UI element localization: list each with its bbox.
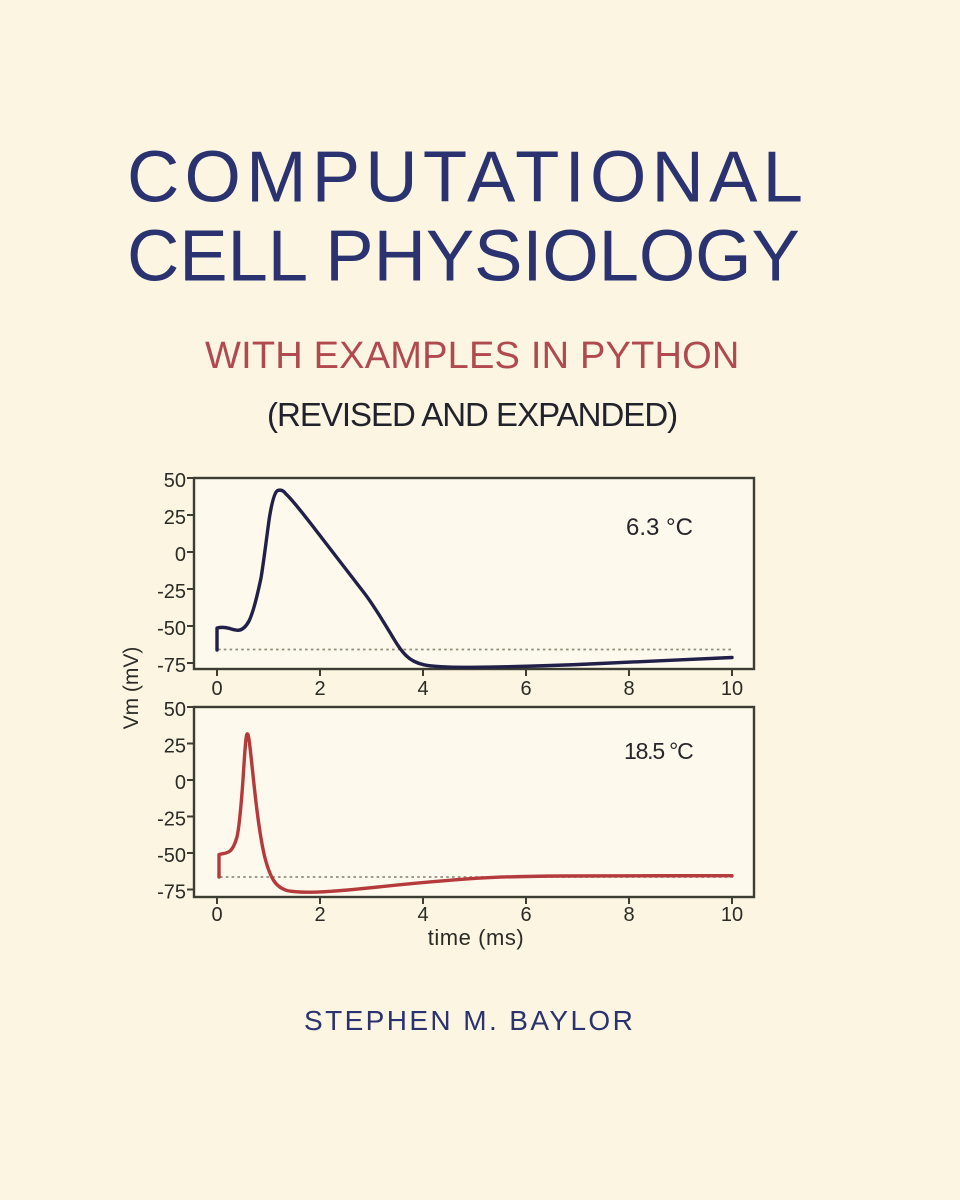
svg-text:0: 0 xyxy=(211,904,222,926)
svg-text:-75: -75 xyxy=(157,655,186,677)
svg-text:2: 2 xyxy=(314,904,325,926)
svg-text:4: 4 xyxy=(417,904,428,926)
svg-text:8: 8 xyxy=(623,678,634,700)
svg-text:6.3 °C: 6.3 °C xyxy=(626,514,693,541)
svg-text:STEPHEN M. BAYLOR: STEPHEN M. BAYLOR xyxy=(304,1005,635,1036)
svg-text:10: 10 xyxy=(721,904,743,926)
svg-text:-50: -50 xyxy=(157,618,186,640)
svg-text:0: 0 xyxy=(211,678,222,700)
svg-text:CELL PHYSIOLOGY: CELL PHYSIOLOGY xyxy=(127,216,800,297)
svg-text:(REVISED AND EXPANDED): (REVISED AND EXPANDED) xyxy=(267,396,677,433)
svg-text:time (ms): time (ms) xyxy=(428,925,525,950)
svg-text:10: 10 xyxy=(721,678,743,700)
svg-text:Vm (mV): Vm (mV) xyxy=(120,647,143,730)
svg-text:0: 0 xyxy=(175,772,186,794)
svg-text:4: 4 xyxy=(417,678,428,700)
svg-text:6: 6 xyxy=(520,678,531,700)
svg-text:-50: -50 xyxy=(157,845,186,867)
svg-text:-75: -75 xyxy=(157,882,186,904)
svg-text:50: 50 xyxy=(164,470,186,492)
svg-text:-25: -25 xyxy=(157,581,186,603)
svg-text:WITH EXAMPLES IN PYTHON: WITH EXAMPLES IN PYTHON xyxy=(205,335,740,377)
svg-text:50: 50 xyxy=(164,699,186,721)
svg-text:25: 25 xyxy=(164,736,186,758)
svg-text:6: 6 xyxy=(520,904,531,926)
svg-text:8: 8 xyxy=(623,904,634,926)
svg-text:18.5 °C: 18.5 °C xyxy=(624,738,693,764)
svg-text:0: 0 xyxy=(175,544,186,566)
svg-text:COMPUTATIONAL: COMPUTATIONAL xyxy=(127,137,808,218)
svg-text:2: 2 xyxy=(314,678,325,700)
svg-text:-25: -25 xyxy=(157,809,186,831)
svg-text:25: 25 xyxy=(164,507,186,529)
